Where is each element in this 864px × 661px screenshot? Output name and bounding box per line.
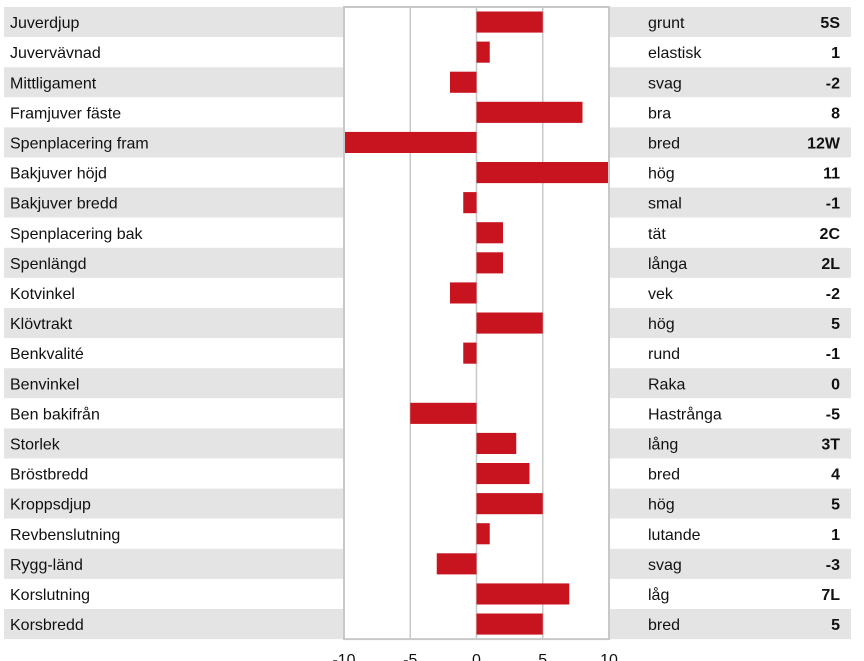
plot-border (343, 6, 610, 641)
x-tick-label: 10 (600, 652, 618, 661)
trait-value-label: 12W (807, 135, 841, 152)
trait-label: Kroppsdjup (10, 497, 91, 514)
trait-descriptor: långa (648, 255, 687, 273)
row-descriptors: grunt elastisk svag bra bred hög smal tät långa v… (648, 15, 722, 634)
bar (476, 162, 609, 184)
trait-descriptor: bra (648, 105, 671, 122)
bar (476, 613, 543, 635)
trait-label: Storlek (10, 436, 61, 453)
trait-descriptor: grunt (648, 15, 685, 32)
trait-value-label: -1 (826, 346, 840, 363)
bar (344, 131, 477, 153)
bar (476, 101, 583, 123)
bar (476, 493, 543, 515)
trait-value-label: -2 (826, 75, 840, 92)
bar (476, 11, 543, 33)
trait-descriptor: svag (648, 557, 682, 574)
trait-value-label: -5 (826, 406, 840, 423)
trait-label: Kotvinkel (10, 286, 75, 303)
trait-descriptor: hög (648, 166, 675, 183)
bar (476, 523, 490, 545)
trait-descriptor: lutande (648, 527, 701, 544)
trait-descriptor: lång (648, 435, 678, 453)
trait-descriptor: Hastrånga (648, 405, 722, 423)
trait-label: Bakjuver bredd (10, 196, 118, 213)
bar (450, 282, 477, 304)
trait-descriptor: tät (648, 226, 666, 243)
bar (476, 222, 503, 244)
trait-value-label: 8 (831, 105, 840, 122)
x-axis-ticks: -10 -5 0 5 10 (332, 652, 618, 661)
trait-descriptor: svag (648, 75, 682, 92)
trait-value-label: -3 (826, 557, 840, 574)
row-labels: Juverdjup Juvervävnad Mittligament Framjuve… (10, 15, 149, 634)
trait-value-label: -1 (826, 196, 840, 213)
trait-value-label: 1 (831, 45, 840, 62)
trait-descriptor: bred (648, 467, 680, 484)
x-tick-label: 5 (538, 652, 547, 661)
trait-label: Spenlängd (10, 256, 87, 273)
bar (450, 71, 477, 93)
trait-descriptor: vek (648, 286, 674, 303)
trait-label: Benkvalité (10, 346, 84, 363)
trait-label: Mittligament (10, 75, 97, 92)
trait-label: Ben bakifrån (10, 405, 100, 423)
trait-value-label: 3T (821, 436, 840, 453)
bars (344, 11, 609, 635)
trait-descriptor: rund (648, 346, 680, 363)
trait-label: Klövtrakt (10, 316, 73, 333)
trait-value-label: 2C (820, 226, 841, 243)
bar (463, 192, 477, 214)
bar (476, 252, 503, 274)
trait-value-label: 1 (831, 527, 840, 544)
trait-value-label: 5S (820, 15, 840, 32)
trait-label: Juverdjup (10, 15, 79, 32)
x-tick-label: -5 (403, 652, 417, 661)
trait-label: Spenplacering bak (10, 226, 144, 243)
row-value-labels: 5S 1 -2 8 12W 11 -1 2C 2L -2 5 -1 0 -5 3T 4 5 1 -3 7L 5 (807, 15, 841, 634)
trait-label: Korsbredd (10, 617, 84, 634)
x-tick-label: 0 (472, 652, 481, 661)
trait-descriptor: bred (648, 135, 680, 152)
bar (476, 583, 570, 605)
trait-label: Revbenslutning (10, 527, 120, 544)
trait-label: Benvinkel (10, 376, 79, 393)
bar (476, 463, 530, 485)
trait-value-label: 7L (821, 587, 840, 604)
trait-descriptor: Raka (648, 376, 685, 393)
bar (463, 342, 477, 364)
trait-value-label: 4 (831, 467, 840, 484)
trait-descriptor: hög (648, 316, 675, 333)
trait-label: Bröstbredd (10, 467, 88, 484)
bar (476, 312, 543, 334)
trait-label: Spenplacering fram (10, 135, 149, 152)
x-tick-label: -10 (332, 652, 355, 661)
trait-descriptor: låg (648, 586, 669, 604)
trait-value-label: 5 (831, 497, 840, 514)
trait-label: Bakjuver höjd (10, 166, 107, 183)
trait-label: Rygg-länd (10, 557, 83, 574)
trait-value-label: 11 (823, 166, 840, 183)
trait-descriptor: hög (648, 497, 675, 514)
trait-value-label: -2 (826, 286, 840, 303)
trait-value-label: 2L (821, 256, 840, 273)
trait-value-label: 0 (831, 376, 840, 393)
trait-descriptor: elastisk (648, 45, 702, 62)
trait-label: Juvervävnad (10, 45, 101, 62)
trait-value-label: 5 (831, 617, 840, 634)
trait-label: Korslutning (10, 587, 90, 604)
plot-frame (343, 6, 610, 641)
bar (436, 553, 477, 575)
trait-descriptor: bred (648, 617, 680, 634)
bar (476, 41, 490, 63)
bar (410, 402, 477, 424)
trait-value-label: 5 (831, 316, 840, 333)
trait-descriptor: smal (648, 196, 682, 213)
trait-label: Framjuver fäste (10, 105, 121, 122)
bar (476, 432, 517, 454)
